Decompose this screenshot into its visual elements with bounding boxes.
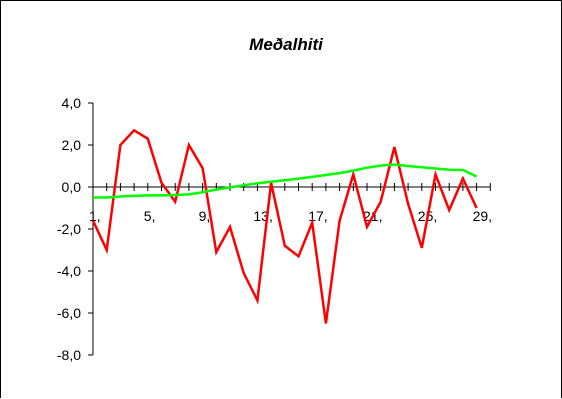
y-tick-label: -2,0 <box>57 221 81 237</box>
series-line-red <box>93 130 477 323</box>
axes: 4,02,00,0-2,0-4,0-6,0-8,01,5,9,13,17,21,… <box>57 95 492 363</box>
x-tick-label: 17, <box>308 208 327 224</box>
chart-title: Meðalhiti <box>249 35 324 54</box>
series-line-green <box>93 165 477 198</box>
x-tick-label: 5, <box>144 208 156 224</box>
y-tick-label: -8,0 <box>57 347 81 363</box>
y-tick-label: -6,0 <box>57 305 81 321</box>
y-tick-label: -4,0 <box>57 263 81 279</box>
series-layer <box>93 130 477 323</box>
y-tick-label: 4,0 <box>62 95 82 111</box>
x-tick-label: 29, <box>473 208 492 224</box>
x-tick-label: 13, <box>253 208 272 224</box>
y-tick-label: 2,0 <box>62 137 82 153</box>
y-tick-label: 0,0 <box>62 179 82 195</box>
